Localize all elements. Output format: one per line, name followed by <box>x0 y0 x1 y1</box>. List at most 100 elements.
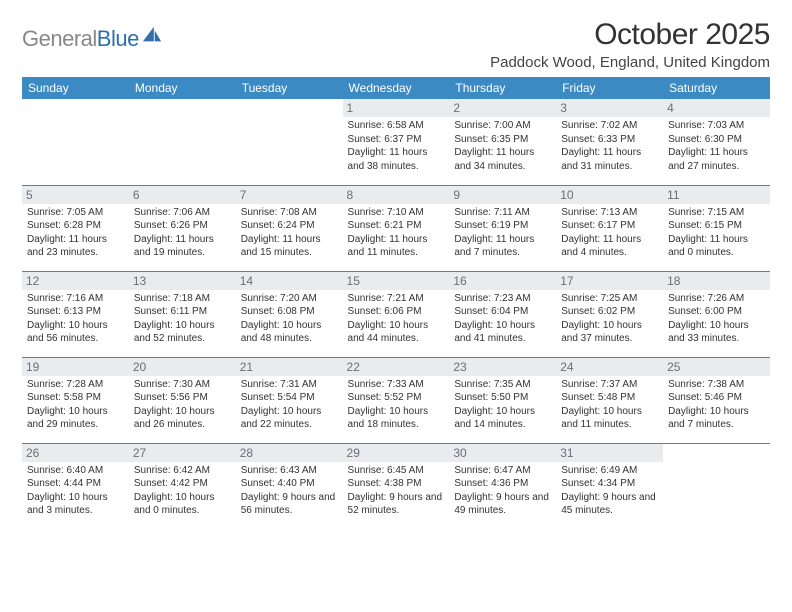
sunset-text: Sunset: 6:21 PM <box>348 219 445 233</box>
sunrise-text: Sunrise: 7:03 AM <box>668 119 765 133</box>
sunset-text: Sunset: 4:36 PM <box>454 477 551 491</box>
day-number: 13 <box>129 272 236 290</box>
day-number: 28 <box>236 444 343 462</box>
calendar-cell: 28 Sunrise: 6:43 AMSunset: 4:40 PMDayligh… <box>236 443 343 529</box>
sunrise-text: Sunrise: 7:26 AM <box>668 292 765 306</box>
sunrise-text: Sunrise: 7:37 AM <box>561 378 658 392</box>
daylight-text: Daylight: 10 hours and 52 minutes. <box>134 319 231 346</box>
sunset-text: Sunset: 6:19 PM <box>454 219 551 233</box>
sunset-text: Sunset: 6:28 PM <box>27 219 124 233</box>
daylight-text: Daylight: 11 hours and 0 minutes. <box>668 233 765 260</box>
day-number: 21 <box>236 358 343 376</box>
calendar-cell: 17Sunrise: 7:25 AMSunset: 6:02 PMDayligh… <box>556 271 663 357</box>
day-header: Monday <box>129 77 236 99</box>
daylight-text: Daylight: 10 hours and 11 minutes. <box>561 405 658 432</box>
sunset-text: Sunset: 5:54 PM <box>241 391 338 405</box>
sunrise-text: Sunrise: 6:47 AM <box>454 464 551 478</box>
calendar-cell: 5Sunrise: 7:05 AMSunset: 6:28 PMDaylight… <box>22 185 129 271</box>
daylight-text: Daylight: 11 hours and 7 minutes. <box>454 233 551 260</box>
daylight-text: Daylight: 10 hours and 48 minutes. <box>241 319 338 346</box>
calendar-week: 12Sunrise: 7:16 AMSunset: 6:13 PMDayligh… <box>22 271 770 357</box>
daylight-text: Daylight: 10 hours and 33 minutes. <box>668 319 765 346</box>
calendar-head: Sunday Monday Tuesday Wednesday Thursday… <box>22 77 770 99</box>
daylight-text: Daylight: 10 hours and 41 minutes. <box>454 319 551 346</box>
daylight-text: Daylight: 9 hours and 56 minutes. <box>241 491 338 518</box>
day-number: 19 <box>22 358 129 376</box>
day-header: Saturday <box>663 77 770 99</box>
day-header: Sunday <box>22 77 129 99</box>
sunset-text: Sunset: 6:37 PM <box>348 133 445 147</box>
sunset-text: Sunset: 5:46 PM <box>668 391 765 405</box>
sunrise-text: Sunrise: 6:43 AM <box>241 464 338 478</box>
calendar-table: Sunday Monday Tuesday Wednesday Thursday… <box>22 77 770 529</box>
calendar-cell: 11Sunrise: 7:15 AMSunset: 6:15 PMDayligh… <box>663 185 770 271</box>
calendar-cell: 12Sunrise: 7:16 AMSunset: 6:13 PMDayligh… <box>22 271 129 357</box>
sunrise-text: Sunrise: 7:28 AM <box>27 378 124 392</box>
day-number: 29 <box>343 444 450 462</box>
calendar-cell <box>236 99 343 185</box>
daylight-text: Daylight: 9 hours and 52 minutes. <box>348 491 445 518</box>
sunset-text: Sunset: 6:26 PM <box>134 219 231 233</box>
calendar-cell: 1Sunrise: 6:58 AMSunset: 6:37 PMDaylight… <box>343 99 450 185</box>
logo-text: GeneralBlue <box>22 26 139 52</box>
day-number: 5 <box>22 186 129 204</box>
day-number: 6 <box>129 186 236 204</box>
calendar-page: GeneralBlue October 2025 Paddock Wood, E… <box>0 0 792 529</box>
day-header: Thursday <box>449 77 556 99</box>
logo: GeneralBlue <box>22 18 163 52</box>
daylight-text: Daylight: 10 hours and 26 minutes. <box>134 405 231 432</box>
daylight-text: Daylight: 11 hours and 27 minutes. <box>668 146 765 173</box>
day-number: 24 <box>556 358 663 376</box>
calendar-cell: 27Sunrise: 6:42 AMSunset: 4:42 PMDayligh… <box>129 443 236 529</box>
day-number: 12 <box>22 272 129 290</box>
calendar-cell: 20Sunrise: 7:30 AMSunset: 5:56 PMDayligh… <box>129 357 236 443</box>
daylight-text: Daylight: 10 hours and 18 minutes. <box>348 405 445 432</box>
day-number: 31 <box>556 444 663 462</box>
sunrise-text: Sunrise: 7:20 AM <box>241 292 338 306</box>
sunset-text: Sunset: 5:48 PM <box>561 391 658 405</box>
sunset-text: Sunset: 6:02 PM <box>561 305 658 319</box>
day-number: 16 <box>449 272 556 290</box>
daylight-text: Daylight: 10 hours and 56 minutes. <box>27 319 124 346</box>
sunrise-text: Sunrise: 6:49 AM <box>561 464 658 478</box>
sunrise-text: Sunrise: 7:18 AM <box>134 292 231 306</box>
day-number: 8 <box>343 186 450 204</box>
sunset-text: Sunset: 6:30 PM <box>668 133 765 147</box>
day-number: 2 <box>449 99 556 117</box>
logo-word-gray: General <box>22 26 97 51</box>
sunrise-text: Sunrise: 7:25 AM <box>561 292 658 306</box>
sunrise-text: Sunrise: 7:06 AM <box>134 206 231 220</box>
logo-word-blue: Blue <box>97 26 139 51</box>
day-header: Wednesday <box>343 77 450 99</box>
day-number: 10 <box>556 186 663 204</box>
day-number: 3 <box>556 99 663 117</box>
calendar-cell: 8 Sunrise: 7:10 AMSunset: 6:21 PMDaylight… <box>343 185 450 271</box>
sunrise-text: Sunrise: 7:02 AM <box>561 119 658 133</box>
sunrise-text: Sunrise: 7:08 AM <box>241 206 338 220</box>
day-number: 14 <box>236 272 343 290</box>
daylight-text: Daylight: 10 hours and 22 minutes. <box>241 405 338 432</box>
calendar-cell <box>22 99 129 185</box>
calendar-body: 1Sunrise: 6:58 AMSunset: 6:37 PMDaylight… <box>22 99 770 529</box>
sunset-text: Sunset: 6:13 PM <box>27 305 124 319</box>
sunrise-text: Sunrise: 6:42 AM <box>134 464 231 478</box>
calendar-cell: 16 Sunrise: 7:23 AMSunset: 6:04 PMDayligh… <box>449 271 556 357</box>
sunrise-text: Sunrise: 6:45 AM <box>348 464 445 478</box>
sunrise-text: Sunrise: 6:40 AM <box>27 464 124 478</box>
sunset-text: Sunset: 6:11 PM <box>134 305 231 319</box>
sunset-text: Sunset: 6:04 PM <box>454 305 551 319</box>
sunset-text: Sunset: 6:33 PM <box>561 133 658 147</box>
sail-icon <box>141 25 163 45</box>
calendar-cell: 15Sunrise: 7:21 AMSunset: 6:06 PMDayligh… <box>343 271 450 357</box>
sunset-text: Sunset: 4:40 PM <box>241 477 338 491</box>
sunrise-text: Sunrise: 7:23 AM <box>454 292 551 306</box>
daylight-text: Daylight: 11 hours and 11 minutes. <box>348 233 445 260</box>
calendar-cell: 10Sunrise: 7:13 AMSunset: 6:17 PMDayligh… <box>556 185 663 271</box>
sunrise-text: Sunrise: 7:10 AM <box>348 206 445 220</box>
calendar-week: 5Sunrise: 7:05 AMSunset: 6:28 PMDaylight… <box>22 185 770 271</box>
sunrise-text: Sunrise: 7:30 AM <box>134 378 231 392</box>
sunrise-text: Sunrise: 7:38 AM <box>668 378 765 392</box>
calendar-cell: 21Sunrise: 7:31 AMSunset: 5:54 PMDayligh… <box>236 357 343 443</box>
calendar-cell: 24 Sunrise: 7:37 AMSunset: 5:48 PMDayligh… <box>556 357 663 443</box>
daylight-text: Daylight: 11 hours and 19 minutes. <box>134 233 231 260</box>
